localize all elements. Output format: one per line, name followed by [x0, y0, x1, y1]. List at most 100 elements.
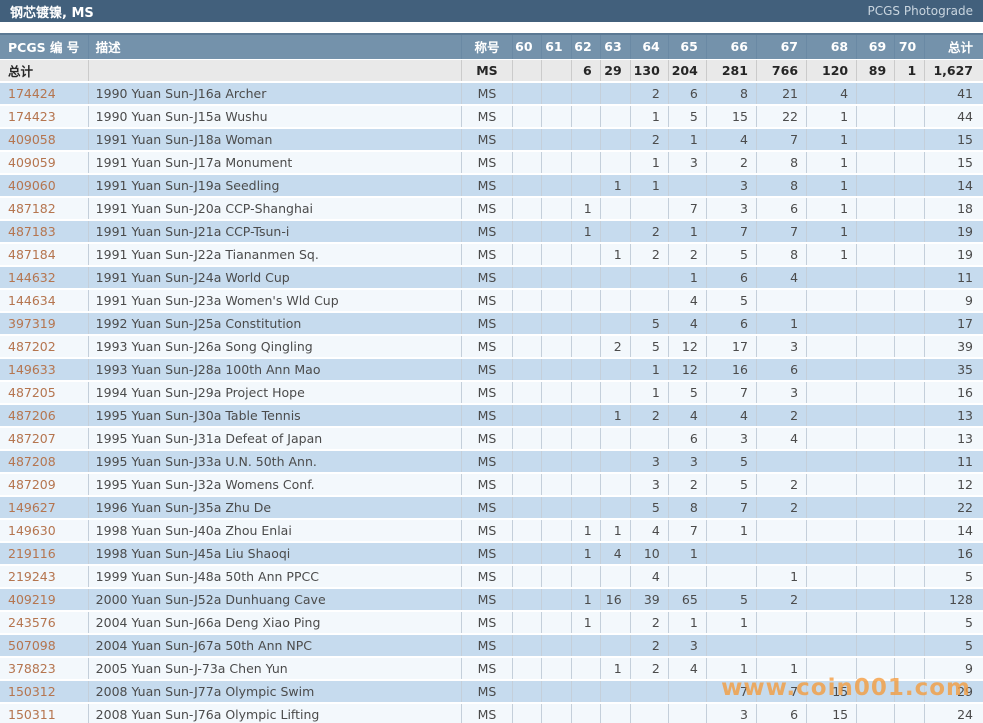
table-row: 149627 1996 Yuan Sun-J35a Zhu De MS 5 8 … — [0, 496, 983, 520]
grade-count-cell — [856, 358, 896, 382]
grade-count-cell: 1 — [600, 519, 631, 543]
pcgs-number-link[interactable]: 409060 — [8, 178, 56, 193]
grade-count-cell — [541, 657, 572, 681]
designation-cell: MS — [461, 335, 513, 359]
header-grade-60: 60 — [512, 33, 542, 60]
grade-count-cell: 5 — [706, 450, 757, 474]
pcgs-number-link[interactable]: 144632 — [8, 270, 56, 285]
grade-count-cell: 21 — [756, 82, 808, 106]
grade-count-cell: 1 — [806, 105, 858, 129]
row-total-cell: 17 — [924, 312, 983, 336]
grade-count-cell — [806, 519, 858, 543]
pcgs-number-link[interactable]: 174423 — [8, 109, 56, 124]
pcgs-number-link[interactable]: 219116 — [8, 546, 56, 561]
pcgs-number-link[interactable]: 174424 — [8, 86, 56, 101]
grade-count-cell — [541, 312, 572, 336]
pcgs-number-link[interactable]: 150311 — [8, 707, 56, 722]
pcgs-number-link[interactable]: 487209 — [8, 477, 56, 492]
table-row: 144632 1991 Yuan Sun-J24a World Cup MS 1… — [0, 266, 983, 290]
row-total-cell: 24 — [924, 703, 983, 723]
grade-count-cell: 8 — [756, 151, 808, 175]
pcgs-number-link[interactable]: 487182 — [8, 201, 56, 216]
pcgs-number-link[interactable]: 243576 — [8, 615, 56, 630]
grade-count-cell — [894, 197, 926, 221]
designation-cell: MS — [461, 358, 513, 382]
grade-count-cell — [512, 128, 542, 152]
grade-count-cell — [600, 427, 631, 451]
grade-count-cell — [630, 703, 669, 723]
pcgs-number-link[interactable]: 150312 — [8, 684, 56, 699]
grade-count-cell: 17 — [706, 335, 757, 359]
grade-count-cell: 1 — [630, 174, 669, 198]
grade-count-cell: 6 — [668, 427, 707, 451]
coin-description: 1999 Yuan Sun-J48a 50th Ann PPCC — [88, 565, 463, 589]
grade-count-cell — [541, 519, 572, 543]
totals-grand-total: 1,627 — [924, 59, 983, 83]
pcgs-number-link[interactable]: 409058 — [8, 132, 56, 147]
pcgs-number-link[interactable]: 149633 — [8, 362, 56, 377]
grade-count-cell — [600, 151, 631, 175]
pcgs-number-link[interactable]: 149630 — [8, 523, 56, 538]
pcgs-photograde-link[interactable]: PCGS Photograde — [867, 4, 973, 18]
pcgs-number-link[interactable]: 409059 — [8, 155, 56, 170]
pcgs-number-link[interactable]: 487202 — [8, 339, 56, 354]
grade-count-cell: 16 — [600, 588, 631, 612]
grade-count-cell — [541, 289, 572, 313]
grade-count-cell — [894, 680, 926, 704]
pcgs-number-link[interactable]: 487207 — [8, 431, 56, 446]
table-row: 409219 2000 Yuan Sun-J52a Dunhuang Cave … — [0, 588, 983, 612]
table-row: 487209 1995 Yuan Sun-J32a Womens Conf. M… — [0, 473, 983, 497]
grade-count-cell — [571, 703, 601, 723]
title-gap — [0, 22, 983, 33]
grade-count-cell: 6 — [706, 312, 757, 336]
grade-count-cell — [894, 335, 926, 359]
grade-count-cell — [571, 105, 601, 129]
pcgs-number-link[interactable]: 149627 — [8, 500, 56, 515]
pcgs-number-link[interactable]: 378823 — [8, 661, 56, 676]
grade-count-cell: 4 — [630, 565, 669, 589]
designation-cell: MS — [461, 450, 513, 474]
table-row: 174424 1990 Yuan Sun-J16a Archer MS 2 6 … — [0, 82, 983, 106]
totals-description — [88, 59, 463, 83]
pcgs-number-link[interactable]: 397319 — [8, 316, 56, 331]
grade-count-cell: 7 — [756, 220, 808, 244]
totals-grade-70: 1 — [894, 59, 926, 83]
grade-count-cell — [541, 703, 572, 723]
grade-count-cell: 3 — [668, 634, 707, 658]
grade-count-cell — [512, 243, 542, 267]
pcgs-number-link[interactable]: 144634 — [8, 293, 56, 308]
grade-count-cell: 4 — [630, 519, 669, 543]
coin-description: 1995 Yuan Sun-J32a Womens Conf. — [88, 473, 463, 497]
grade-count-cell: 1 — [706, 519, 757, 543]
grade-count-cell: 1 — [630, 358, 669, 382]
pcgs-number-link[interactable]: 487184 — [8, 247, 56, 262]
designation-cell: MS — [461, 657, 513, 681]
grade-count-cell — [571, 565, 601, 589]
grade-count-cell: 1 — [806, 243, 858, 267]
grade-count-cell — [600, 634, 631, 658]
grade-count-cell — [630, 427, 669, 451]
pcgs-number-link[interactable]: 487183 — [8, 224, 56, 239]
coin-description: 2005 Yuan Sun-J-73a Chen Yun — [88, 657, 463, 681]
grade-count-cell — [856, 151, 896, 175]
grade-count-cell — [541, 358, 572, 382]
row-total-cell: 22 — [924, 496, 983, 520]
grade-count-cell — [541, 266, 572, 290]
pcgs-number-link[interactable]: 219243 — [8, 569, 56, 584]
pcgs-number-link[interactable]: 409219 — [8, 592, 56, 607]
pcgs-number-link[interactable]: 487206 — [8, 408, 56, 423]
totals-grade-61 — [541, 59, 572, 83]
pcgs-number-link[interactable]: 507098 — [8, 638, 56, 653]
grade-count-cell: 15 — [806, 680, 858, 704]
grade-count-cell — [541, 381, 572, 405]
grade-count-cell — [541, 151, 572, 175]
row-total-cell: 13 — [924, 427, 983, 451]
grade-count-cell — [806, 473, 858, 497]
row-total-cell: 44 — [924, 105, 983, 129]
grade-count-cell — [600, 197, 631, 221]
grade-count-cell — [571, 312, 601, 336]
coin-description: 1995 Yuan Sun-J33a U.N. 50th Ann. — [88, 450, 463, 474]
pcgs-number-link[interactable]: 487205 — [8, 385, 56, 400]
pcgs-number-link[interactable]: 487208 — [8, 454, 56, 469]
grade-count-cell: 1 — [706, 611, 757, 635]
